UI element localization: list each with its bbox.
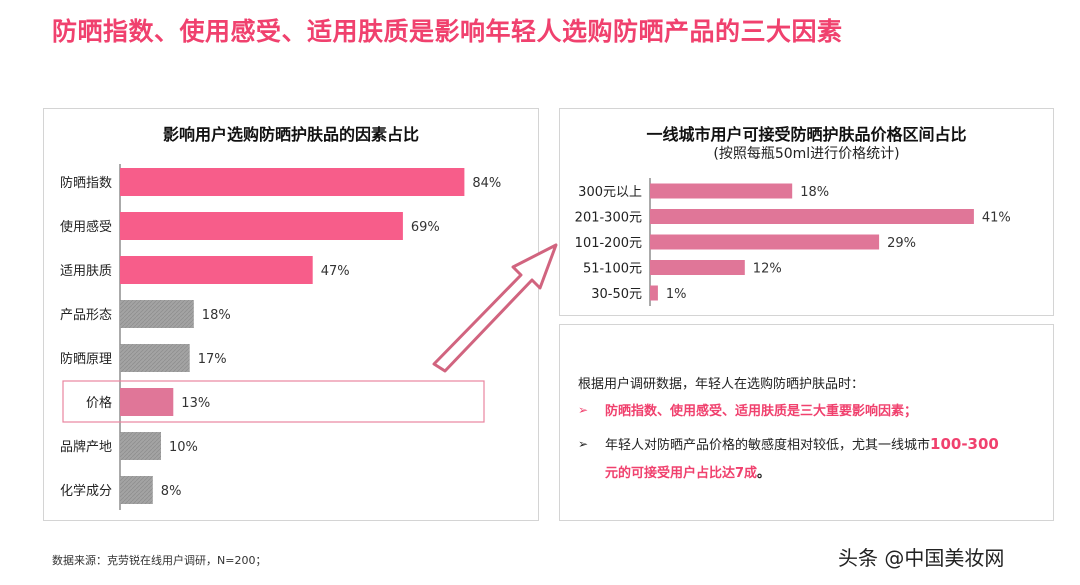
page-title: 防晒指数、使用感受、适用肤质是影响年轻人选购防晒产品的三大因素 <box>52 17 843 46</box>
bar-30-50元 <box>650 285 658 301</box>
data-label: 41% <box>982 211 1011 226</box>
factor-bar-chart: 防晒指数 84% 使用感受 69% 适用肤质 47% 产品形态 18% 防晒原理 17% 价格 13%… <box>60 164 501 510</box>
category-label: 价格 <box>86 395 112 411</box>
data-label: 18% <box>202 308 231 323</box>
summary-panel: 根据用户调研数据，年轻人在选购防晒护肤品时： ➢ 防晒指数、使用感受、适用肤质是… <box>559 324 1054 521</box>
bar-201-300元 <box>650 209 974 224</box>
bar-价格 <box>120 388 174 416</box>
summary-point-2-end: 。 <box>757 466 771 481</box>
category-label: 化学成分 <box>60 483 112 499</box>
data-label: 29% <box>887 236 916 251</box>
factor-chart-panel: 影响用户选购防晒护肤品的因素占比 防晒指数 84% 使用感受 69% 适用肤质 47% 产品… <box>43 108 539 521</box>
bullet-arrow-icon: ➢ <box>578 437 589 451</box>
watermark: 头条 @中国美妆网 <box>838 546 1005 570</box>
category-label: 300元以上 <box>578 185 642 200</box>
category-label: 防晒指数 <box>60 175 112 191</box>
category-label: 防晒原理 <box>60 351 112 367</box>
data-label: 10% <box>169 440 198 455</box>
bar-防晒指数 <box>120 168 465 196</box>
factor-chart-title: 影响用户选购防晒护肤品的因素占比 <box>162 125 419 144</box>
data-label: 18% <box>800 185 829 200</box>
summary-point-1: 防晒指数、使用感受、适用肤质是三大重要影响因素； <box>605 404 918 419</box>
price-chart-title: 一线城市用户可接受防晒护肤品价格区间占比 <box>646 125 967 144</box>
data-label: 13% <box>181 396 210 411</box>
bar-品牌产地 <box>120 432 161 460</box>
data-label: 84% <box>472 176 501 191</box>
bar-化学成分 <box>120 476 153 504</box>
category-label: 品牌产地 <box>60 439 112 455</box>
data-label: 12% <box>753 262 782 277</box>
bar-300元以上 <box>650 183 793 199</box>
summary-point-2: 年轻人对防晒产品价格的敏感度相对较低，尤其一线城市100-300 元的可接受用户占… <box>605 430 1045 488</box>
bar-防晒原理 <box>120 344 190 372</box>
price-bar-chart: 300元以上 18% 201-300元 41% 101-200元 29% 51-100元 12… <box>575 178 1011 306</box>
data-label: 47% <box>321 264 350 279</box>
data-label: 8% <box>161 484 182 499</box>
category-label: 30-50元 <box>591 287 642 302</box>
data-label: 1% <box>666 287 687 302</box>
data-label: 69% <box>411 220 440 235</box>
category-label: 适用肤质 <box>60 264 112 279</box>
bar-使用感受 <box>120 212 403 240</box>
category-label: 使用感受 <box>60 219 112 235</box>
summary-point-2-highlight-range: 100-300 <box>930 435 999 453</box>
price-chart-subtitle: (按照每瓶50ml进行价格统计) <box>713 146 900 162</box>
summary-point-2-highlight-share: 元的可接受用户占比达7成 <box>605 466 758 481</box>
category-label: 101-200元 <box>575 236 642 251</box>
price-chart-panel: 一线城市用户可接受防晒护肤品价格区间占比 (按照每瓶50ml进行价格统计) 30… <box>559 108 1054 316</box>
category-label: 201-300元 <box>575 211 642 226</box>
summary-intro: 根据用户调研数据，年轻人在选购防晒护肤品时： <box>578 377 865 392</box>
bar-101-200元 <box>650 234 880 250</box>
bar-产品形态 <box>120 300 194 328</box>
bar-适用肤质 <box>120 256 313 284</box>
bullet-arrow-icon: ➢ <box>578 403 589 417</box>
category-label: 产品形态 <box>60 308 112 323</box>
data-label: 17% <box>198 352 227 367</box>
data-source-note: 数据来源：克劳锐在线用户调研，N=200； <box>52 554 267 567</box>
summary-point-2-text: 年轻人对防晒产品价格的敏感度相对较低，尤其一线城市 <box>605 438 931 453</box>
category-label: 51-100元 <box>583 262 642 277</box>
bar-51-100元 <box>650 260 745 275</box>
highlight-box <box>62 380 485 423</box>
